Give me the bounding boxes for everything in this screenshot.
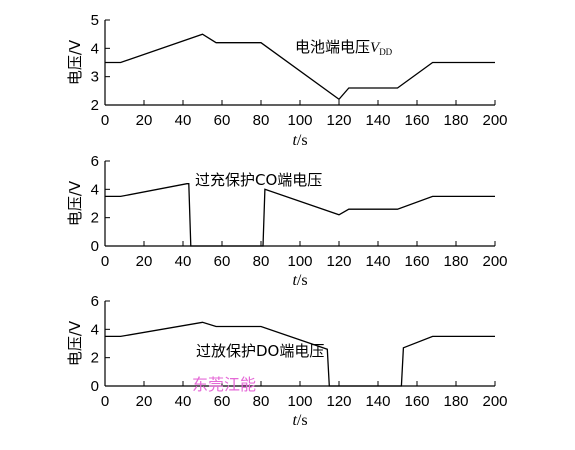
y-tick-label: 2 [91, 97, 99, 114]
y-tick-label: 3 [91, 69, 99, 86]
series-line [105, 321, 495, 387]
x-tick-label: 120 [326, 393, 351, 410]
y-axis-label: 电压/V [66, 180, 84, 226]
x-tick-label: 200 [482, 112, 507, 129]
y-tick-label: 6 [91, 293, 99, 310]
y-tick-label: 5 [91, 12, 99, 29]
x-tick-label: 20 [136, 112, 153, 129]
series-annotation: 过放保护DO端电压 [196, 342, 324, 360]
y-tick-label: 4 [91, 321, 99, 338]
x-tick-label: 200 [482, 393, 507, 410]
x-tick-label: 180 [443, 112, 468, 129]
y-tick-label: 4 [91, 40, 99, 57]
x-tick-label: 120 [326, 253, 351, 270]
y-tick-label: 4 [91, 181, 99, 198]
x-tick-label: 100 [287, 253, 312, 270]
series-line [105, 183, 495, 247]
y-tick-label: 2 [91, 350, 99, 367]
x-tick-label: 140 [365, 253, 390, 270]
x-tick-label: 140 [365, 393, 390, 410]
y-axis-label: 电压/V [66, 39, 84, 85]
x-tick-label: 120 [326, 112, 351, 129]
series-annotation: 过充保护CO端电压 [195, 171, 322, 189]
x-axis-label: t/s [292, 272, 307, 289]
x-tick-label: 180 [443, 393, 468, 410]
x-tick-label: 160 [404, 112, 429, 129]
x-tick-label: 40 [175, 393, 192, 410]
x-tick-label: 60 [214, 112, 231, 129]
x-tick-label: 80 [253, 253, 270, 270]
x-tick-label: 40 [175, 253, 192, 270]
x-tick-label: 180 [443, 253, 468, 270]
x-tick-label: 20 [136, 393, 153, 410]
x-tick-label: 160 [404, 393, 429, 410]
x-tick-label: 80 [253, 393, 270, 410]
y-tick-label: 2 [91, 210, 99, 227]
y-tick-label: 0 [91, 238, 99, 255]
panel-battery-voltage: 0 20 40 60 80 100 120 140 160 180 200 2 3 4 5 电压/V t/s 电池… [66, 12, 508, 149]
y-tick-label: 6 [91, 153, 99, 170]
x-tick-label: 100 [287, 112, 312, 129]
x-tick-label: 100 [287, 393, 312, 410]
x-tick-label: 0 [101, 393, 109, 410]
x-tick-label: 60 [214, 393, 231, 410]
x-tick-label: 0 [101, 112, 109, 129]
x-tick-label: 0 [101, 253, 109, 270]
x-tick-label: 40 [175, 112, 192, 129]
panel-co-voltage: 0 20 40 60 80 100 120 140 160 180 200 0 2 4 6 电压/V t/s 过充… [66, 153, 508, 289]
series-line [105, 33, 495, 101]
x-tick-label: 200 [482, 253, 507, 270]
x-axis-label: t/s [292, 132, 307, 149]
x-tick-label: 20 [136, 253, 153, 270]
x-tick-label: 140 [365, 112, 390, 129]
y-axis-label: 电压/V [66, 320, 84, 366]
y-tick-label: 0 [91, 378, 99, 395]
panel-do-voltage: 0 20 40 60 80 100 120 140 160 180 200 0 2 4 6 电压/V t/s 过放… [66, 293, 508, 429]
x-tick-label: 60 [214, 253, 231, 270]
x-tick-label: 80 [253, 112, 270, 129]
x-axis-label: t/s [292, 412, 307, 429]
x-tick-label: 160 [404, 253, 429, 270]
series-annotation: 电池端电压VDD [295, 38, 393, 57]
watermark: 东莞江能 [192, 375, 256, 394]
